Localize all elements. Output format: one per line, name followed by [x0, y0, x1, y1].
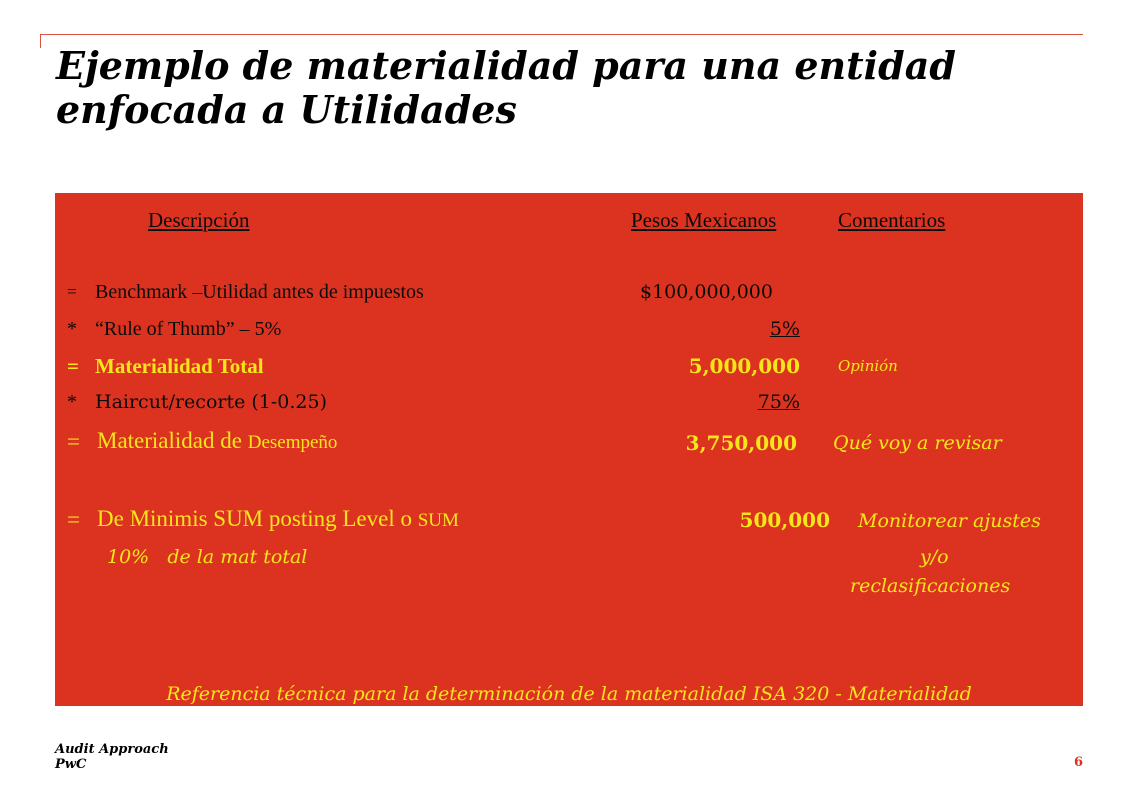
row-rule-label: “Rule of Thumb” – 5% — [95, 318, 282, 340]
row-performance-label: Materialidad de Desempeño — [97, 428, 337, 454]
materiality-panel: Descripción Pesos Mexicanos Comentarios … — [55, 193, 1083, 706]
row-total-operator: = — [67, 354, 79, 378]
top-rule — [40, 34, 1083, 35]
row-total-comment: Opinión — [838, 357, 898, 375]
row-total-value: 5,000,000 — [688, 354, 800, 378]
footer-line-1: Audit Approach — [55, 742, 169, 757]
row-rule-operator: * — [67, 318, 77, 340]
row-performance-label-main: Materialidad de — [97, 428, 242, 453]
row-benchmark-operator: = — [67, 282, 77, 301]
row-performance-value: 3,750,000 — [685, 431, 797, 455]
row-deminimis-label-tail: SUM — [417, 510, 459, 531]
row-haircut-label: Haircut/recorte (1-0.25) — [95, 391, 328, 413]
technical-reference: Referencia técnica para la determinación… — [166, 683, 972, 705]
row-benchmark-value: $100,000,000 — [640, 281, 773, 303]
slide-title: Ejemplo de materialidad para una entidad… — [56, 44, 1056, 132]
row-deminimis-comment: Monitorear ajustes — [858, 510, 1041, 532]
row-total-label: Materialidad Total — [95, 354, 264, 378]
row-performance-operator: = — [67, 429, 80, 454]
row-deminimis-label: De Minimis SUM posting Level o SUM — [97, 506, 459, 532]
row-deminimis-note: 10% de la mat total — [107, 546, 308, 568]
row-performance-comment: Qué voy a revisar — [833, 432, 1002, 454]
row-haircut-operator: * — [67, 391, 77, 413]
row-deminimis-comment-cont-1: y/o — [920, 546, 949, 568]
row-performance-label-tail: Desempeño — [247, 432, 338, 453]
page-number: 6 — [1073, 755, 1083, 770]
row-deminimis-comment-cont-2: reclasificaciones — [850, 575, 1011, 597]
row-deminimis-operator: = — [67, 507, 80, 532]
title-line-1: Ejemplo de materialidad para una entidad — [56, 43, 956, 88]
row-deminimis-label-main: De Minimis SUM posting Level o — [97, 506, 412, 531]
header-description: Descripción — [148, 208, 250, 232]
row-deminimis-value: 500,000 — [739, 508, 830, 532]
row-benchmark-label: Benchmark –Utilidad antes de impuestos — [95, 281, 424, 303]
row-haircut-value: 75% — [757, 391, 800, 413]
row-rule-value: 5% — [769, 318, 800, 340]
footer-line-2: PwC — [55, 757, 87, 772]
title-line-2: enfocada a Utilidades — [56, 87, 517, 132]
header-comments: Comentarios — [838, 208, 946, 232]
header-pesos: Pesos Mexicanos — [631, 208, 777, 232]
top-rule-tick — [40, 34, 41, 48]
